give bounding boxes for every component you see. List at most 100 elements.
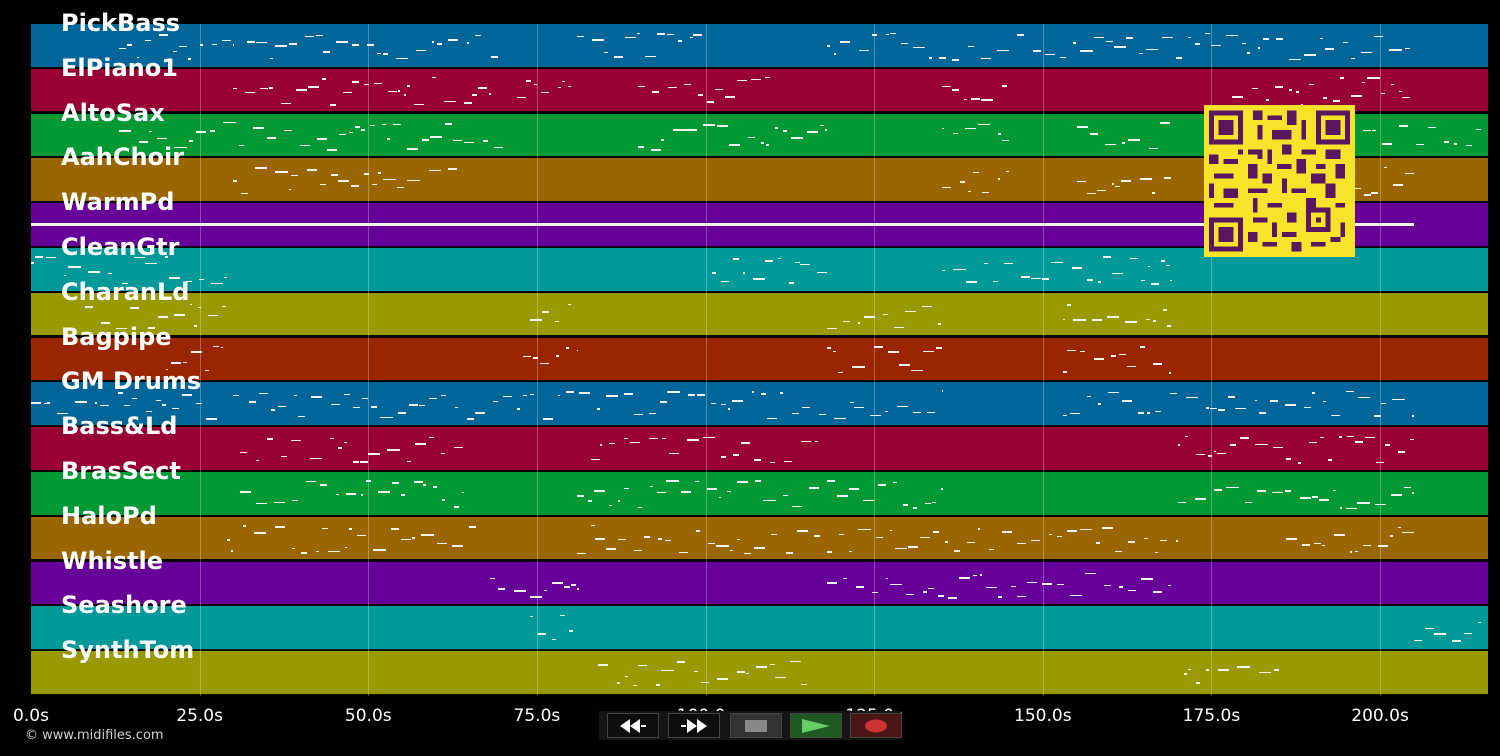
note bbox=[378, 172, 381, 174]
note bbox=[1017, 542, 1027, 545]
gridline bbox=[1380, 24, 1382, 696]
note bbox=[906, 593, 914, 596]
track-label: Bass&Ld bbox=[61, 412, 178, 441]
stop-button[interactable] bbox=[730, 713, 782, 738]
note bbox=[913, 46, 926, 49]
note bbox=[1404, 47, 1411, 50]
note bbox=[255, 459, 260, 462]
note bbox=[232, 44, 235, 46]
note bbox=[1451, 640, 1461, 642]
note bbox=[952, 59, 960, 61]
note bbox=[661, 669, 674, 672]
note bbox=[1389, 49, 1402, 51]
note bbox=[755, 480, 761, 482]
note bbox=[565, 391, 575, 393]
note bbox=[689, 36, 694, 39]
note bbox=[579, 392, 590, 394]
note bbox=[667, 86, 677, 89]
note bbox=[1350, 187, 1362, 190]
note bbox=[855, 586, 864, 588]
note bbox=[45, 256, 56, 259]
note bbox=[728, 408, 731, 410]
note bbox=[1107, 316, 1120, 318]
note bbox=[1185, 396, 1199, 399]
note bbox=[1175, 57, 1183, 59]
track-label: PickBass bbox=[61, 9, 181, 37]
note bbox=[769, 663, 775, 666]
gridline bbox=[874, 24, 876, 696]
track-row bbox=[31, 606, 1488, 650]
track-label: HaloPd bbox=[61, 501, 157, 530]
note bbox=[382, 53, 388, 55]
note bbox=[1376, 461, 1384, 464]
note bbox=[1392, 184, 1404, 186]
fast-forward-button[interactable] bbox=[668, 713, 720, 738]
note bbox=[979, 574, 982, 576]
note bbox=[300, 552, 308, 554]
note bbox=[223, 121, 236, 124]
note bbox=[1320, 37, 1324, 40]
note bbox=[1110, 355, 1117, 357]
rewind-button[interactable] bbox=[607, 713, 659, 738]
note bbox=[441, 394, 447, 397]
note bbox=[605, 395, 618, 397]
note bbox=[966, 541, 975, 544]
note bbox=[136, 56, 140, 59]
note bbox=[188, 58, 191, 60]
note bbox=[1080, 350, 1086, 353]
note bbox=[413, 481, 423, 483]
note bbox=[209, 130, 215, 132]
note bbox=[964, 98, 967, 101]
note bbox=[973, 574, 978, 577]
note bbox=[677, 661, 685, 663]
note bbox=[1128, 589, 1137, 592]
note bbox=[826, 347, 831, 349]
note bbox=[475, 412, 485, 414]
time-tick-label: 25.0s bbox=[176, 706, 223, 726]
note bbox=[932, 531, 940, 533]
note bbox=[1320, 436, 1324, 439]
note bbox=[31, 223, 1414, 227]
note bbox=[1377, 545, 1388, 547]
record-button[interactable] bbox=[850, 713, 902, 738]
note bbox=[1168, 372, 1171, 374]
note bbox=[1051, 261, 1063, 264]
note bbox=[1453, 143, 1458, 145]
note bbox=[1103, 256, 1111, 258]
note bbox=[411, 537, 416, 539]
play-button[interactable] bbox=[790, 713, 842, 738]
note bbox=[766, 417, 777, 420]
note bbox=[414, 103, 424, 106]
note bbox=[551, 638, 556, 641]
note bbox=[576, 349, 579, 352]
note bbox=[393, 123, 401, 126]
note bbox=[363, 83, 370, 86]
note bbox=[732, 454, 740, 456]
note bbox=[1416, 143, 1424, 146]
note bbox=[462, 491, 464, 494]
note bbox=[771, 533, 777, 536]
note bbox=[1096, 542, 1100, 544]
note bbox=[885, 33, 889, 36]
note bbox=[606, 548, 617, 550]
track-label: AahChoir bbox=[61, 143, 185, 172]
note bbox=[931, 501, 937, 504]
note bbox=[1362, 129, 1371, 132]
note bbox=[1187, 36, 1191, 39]
note bbox=[1295, 91, 1299, 93]
note bbox=[1343, 41, 1349, 44]
note bbox=[633, 413, 644, 416]
note bbox=[148, 327, 156, 329]
note bbox=[280, 455, 287, 458]
note bbox=[1184, 435, 1189, 437]
note bbox=[1398, 90, 1402, 93]
note bbox=[172, 50, 178, 53]
note bbox=[1390, 83, 1395, 86]
track-label: Bagpipe bbox=[61, 322, 172, 351]
note bbox=[624, 487, 629, 490]
note bbox=[95, 402, 98, 404]
note bbox=[47, 402, 50, 404]
note bbox=[1226, 486, 1239, 489]
note bbox=[1057, 583, 1064, 586]
note bbox=[1080, 50, 1093, 52]
